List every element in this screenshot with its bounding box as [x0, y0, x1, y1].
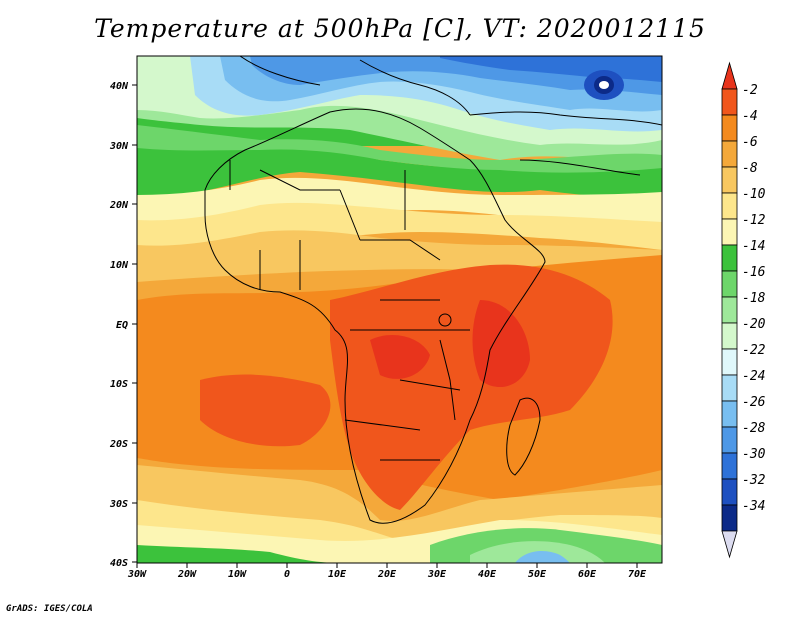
colorbar-label: -18 — [742, 291, 766, 306]
colorbar-segment — [721, 478, 738, 506]
colorbar-segment — [721, 114, 738, 142]
colorbar-segment — [721, 270, 738, 298]
colorbar-segment — [721, 88, 738, 116]
lon-label: 10W — [228, 569, 247, 580]
colorbar-segment — [721, 218, 738, 246]
lon-label: 70E — [628, 569, 647, 580]
colorbar-segment — [721, 296, 738, 324]
colorbar-label: -12 — [742, 213, 766, 228]
map-title: Temperature at 500hPa [C], VT: 202001211… — [94, 14, 706, 43]
colorbar-segment — [721, 140, 738, 168]
colorbar-bottom-triangle — [721, 530, 738, 559]
colorbar-label: -8 — [742, 161, 758, 176]
latitude-axis: 40N 30N 20N 10N EQ 10S 20S 30S 40S — [109, 81, 137, 569]
colorbar-segment — [721, 374, 738, 402]
colorbar-segment — [721, 400, 738, 428]
colorbar-label: -4 — [742, 109, 758, 124]
colorbar-segment — [721, 426, 738, 454]
colorbar-label: -34 — [742, 499, 765, 514]
colorbar-segment — [721, 192, 738, 220]
lat-label: 20N — [109, 200, 129, 211]
coastlines — [204, 56, 662, 524]
longitude-axis: 30W 20W 10W 0 10E 20E 30E 40E 50E 60E 70… — [127, 563, 647, 580]
lon-label: 30W — [127, 569, 147, 580]
colorbar-segment — [721, 322, 738, 350]
lat-label: 10N — [110, 260, 129, 271]
colorbar-segment — [721, 166, 738, 194]
lon-label: 20E — [377, 569, 397, 580]
lat-label: 30S — [109, 499, 128, 510]
colorbar-label: -30 — [742, 447, 766, 462]
colorbar-label: -26 — [742, 395, 766, 410]
colorbar-label: -32 — [742, 473, 766, 488]
colorbar-label: -16 — [742, 265, 766, 280]
lat-label: 10S — [110, 379, 128, 390]
temperature-field — [137, 56, 662, 563]
colorbar-label: -22 — [742, 343, 766, 358]
lon-label: 60E — [578, 569, 597, 580]
colorbar — [721, 61, 738, 559]
lon-label: 30E — [427, 569, 447, 580]
lat-label: 40S — [110, 558, 128, 569]
colorbar-label: -14 — [742, 239, 765, 254]
lat-label: 30N — [109, 141, 129, 152]
colorbar-label: -28 — [742, 421, 766, 436]
credit-text: GrADS: IGES/COLA — [6, 604, 93, 614]
map-frame — [136, 55, 663, 564]
lat-label: 20S — [109, 439, 128, 450]
colorbar-segment — [721, 504, 738, 532]
colorbar-labels: -2 -4 -6 -8 -10 -12 -14 -16 -18 -20 -22 … — [742, 83, 766, 514]
lat-label: EQ — [116, 320, 128, 331]
lat-label: 40N — [110, 81, 129, 92]
lon-label: 40E — [478, 569, 497, 580]
colorbar-label: -2 — [742, 83, 758, 98]
colorbar-label: -20 — [742, 317, 766, 332]
colorbar-label: -10 — [742, 187, 766, 202]
lon-label: 50E — [528, 569, 547, 580]
lon-label: 10E — [328, 569, 347, 580]
colorbar-top-triangle — [721, 61, 738, 90]
lon-label: 20W — [177, 569, 197, 580]
colorbar-segment — [721, 452, 738, 480]
colorbar-label: -6 — [742, 135, 758, 150]
lon-label: 0 — [284, 569, 290, 580]
colorbar-label: -24 — [742, 369, 765, 384]
colorbar-segment — [721, 348, 738, 376]
colorbar-segment — [721, 244, 738, 272]
